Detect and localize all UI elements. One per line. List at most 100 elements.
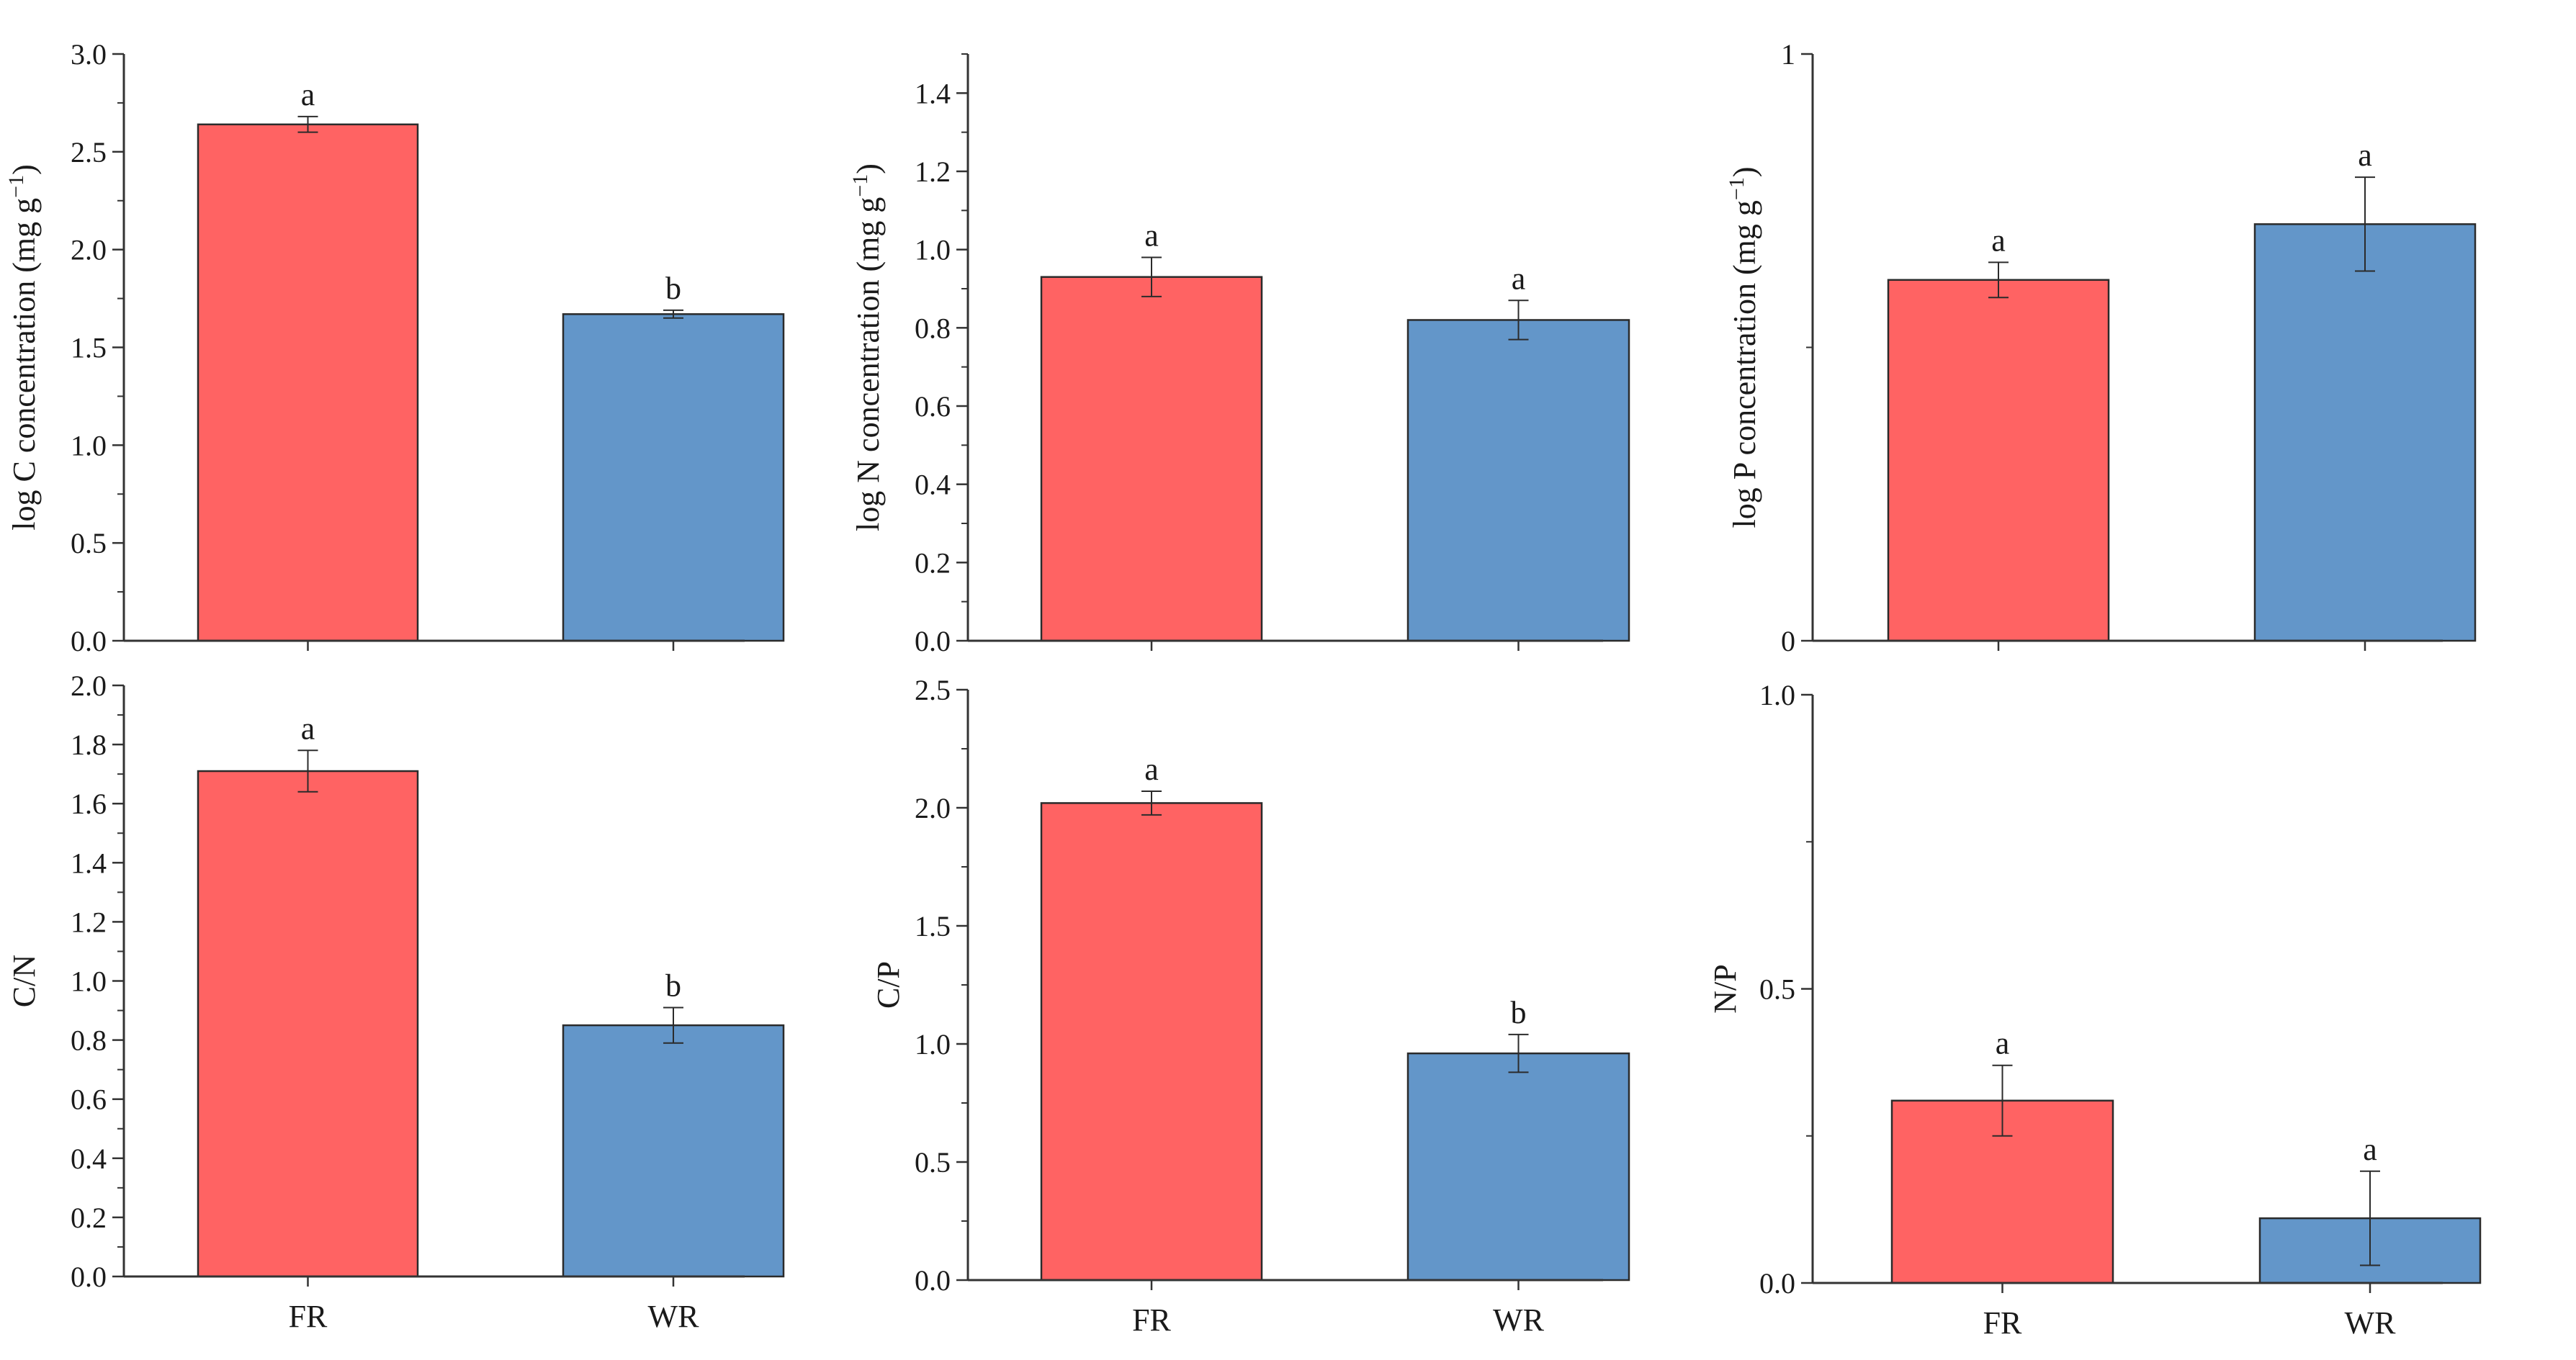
y-tick-label: 2.0 — [71, 234, 107, 266]
error-bar-fr — [1992, 1064, 2013, 1137]
y-axis-title-main: log C concentration (mg g — [6, 198, 42, 531]
y-tick-label: 2.5 — [915, 674, 951, 706]
y-tick-label: 1.4 — [71, 847, 107, 879]
y-tick-label: 0.2 — [71, 1202, 107, 1234]
y-tick-label: 0.6 — [915, 390, 951, 423]
chart-panel-4: a FR b WR 0.0 0.2 0.4 0.6 0.8 1.0 1.2 1.4 1.6 1.8 2.0 C… — [6, 670, 785, 1334]
y-axis-title-end: ) — [851, 163, 886, 174]
y-axis-title-end: ) — [1727, 167, 1762, 178]
y-tick-label: 0.0 — [1759, 1267, 1795, 1300]
y-axis-title-superscript: −1 — [1725, 177, 1749, 200]
y-tick-label: 3.0 — [71, 38, 107, 71]
y-axis-title: N/P — [1707, 964, 1743, 1013]
y-tick-label: 0.0 — [71, 1261, 107, 1293]
error-bar-fr — [1988, 261, 2009, 299]
y-axis-title: log C concentration (mg g−1) — [4, 164, 42, 530]
x-tick-label-wr: WR — [648, 1299, 700, 1334]
y-tick-label: 2.0 — [915, 792, 951, 824]
y-tick-label: 1.4 — [915, 77, 951, 109]
error-bar-wr — [1508, 1033, 1529, 1073]
chart-panel-3: a a 0 1 log P concentration (mg g−1) — [1725, 38, 2477, 657]
y-axis-title-main: C/N — [6, 955, 42, 1007]
y-axis-title: log P concentration (mg g−1) — [1725, 167, 1762, 528]
chart-panel-5: a FR b WR 0.0 0.5 1.0 1.5 2.0 2.5 C/P — [871, 674, 1630, 1338]
error-bar-fr — [1141, 256, 1162, 297]
error-bar-wr — [2360, 1170, 2380, 1266]
significance-letter-wr: b — [1511, 995, 1527, 1030]
error-bar-wr — [663, 1007, 683, 1044]
chart-panel-6: a FR a WR 0.0 0.5 1.0 N/P — [1707, 679, 2482, 1341]
y-tick-label: 0.5 — [1759, 973, 1795, 1006]
bar-wr — [562, 1024, 785, 1278]
y-tick-label: 1.2 — [915, 156, 951, 188]
y-axis-title-main: log N concentration (mg g — [851, 197, 886, 531]
y-tick-label: 0.5 — [915, 1146, 951, 1179]
significance-letter-wr: a — [2363, 1132, 2377, 1167]
significance-letter-wr: b — [665, 968, 681, 1003]
y-tick-label: 1.5 — [915, 910, 951, 942]
y-tick-label: 1.0 — [915, 234, 951, 266]
y-tick-label: 2.5 — [71, 136, 107, 168]
significance-letter-wr: b — [665, 271, 681, 306]
x-tick-label-fr: FR — [1983, 1305, 2022, 1341]
x-tick-label-wr: WR — [2345, 1305, 2397, 1341]
y-tick-label: 1 — [1781, 38, 1795, 71]
y-axis-title-superscript: −1 — [4, 175, 28, 198]
chart-panel-2: a a 0.0 0.2 0.4 0.6 0.8 1.0 1.2 1.4 log N concentr… — [848, 53, 1630, 657]
significance-letter-fr: a — [301, 711, 315, 746]
y-tick-label: 1.2 — [71, 906, 107, 938]
significance-letter-fr: a — [1144, 218, 1159, 253]
y-tick-label: 0.0 — [71, 625, 107, 657]
bar-wr — [562, 313, 785, 642]
bar-wr — [1406, 1052, 1630, 1282]
y-axis-title: log N concentration (mg g−1) — [848, 163, 886, 531]
y-tick-label: 0.6 — [71, 1084, 107, 1116]
y-tick-label: 2.0 — [71, 670, 107, 702]
y-axis-title-superscript: −1 — [848, 174, 872, 197]
error-bar-wr — [663, 309, 683, 319]
y-tick-label: 1.0 — [1759, 679, 1795, 711]
x-tick-label-wr: WR — [1493, 1302, 1545, 1338]
x-tick-label-fr: FR — [289, 1299, 328, 1334]
y-tick-label: 1.0 — [915, 1028, 951, 1060]
y-tick-label: 0.2 — [915, 546, 951, 579]
y-tick-label: 1.8 — [71, 729, 107, 761]
bar-fr — [1040, 276, 1263, 642]
y-tick-label: 0.0 — [915, 1264, 951, 1297]
y-tick-label: 0.4 — [915, 469, 951, 501]
y-tick-label: 0.8 — [915, 312, 951, 344]
y-tick-label: 1.5 — [71, 332, 107, 364]
y-tick-label: 0.4 — [71, 1143, 107, 1175]
y-axis-title-main: C/P — [871, 961, 906, 1009]
bar-fr — [1887, 279, 2110, 642]
y-tick-label: 0.0 — [915, 625, 951, 657]
y-axis-title-main: N/P — [1707, 964, 1743, 1013]
error-bar-fr — [297, 749, 318, 793]
significance-letter-fr: a — [1144, 752, 1159, 787]
y-axis-title: C/N — [6, 955, 42, 1007]
significance-letter-fr: a — [1996, 1026, 2010, 1061]
error-bar-fr — [1141, 791, 1162, 816]
significance-letter-wr: a — [2358, 138, 2372, 173]
significance-letter-fr: a — [301, 77, 315, 112]
error-bar-wr — [2355, 176, 2375, 272]
y-axis-title-main: log P concentration (mg g — [1727, 200, 1762, 528]
y-tick-label: 0.5 — [71, 527, 107, 559]
error-bar-wr — [1508, 300, 1529, 341]
y-tick-label: 1.0 — [71, 429, 107, 461]
bar-wr — [2253, 223, 2477, 642]
bar-fr — [1040, 802, 1263, 1282]
significance-letter-wr: a — [1512, 261, 1526, 296]
y-axis-title-end: ) — [6, 164, 42, 175]
y-axis-title: C/P — [871, 961, 906, 1009]
error-bar-fr — [297, 115, 318, 133]
bar-fr — [197, 123, 419, 642]
significance-letter-fr: a — [1991, 222, 2006, 258]
y-tick-label: 1.6 — [71, 788, 107, 820]
y-tick-label: 0 — [1781, 625, 1795, 657]
x-tick-label-fr: FR — [1132, 1302, 1171, 1338]
bar-wr — [1406, 319, 1630, 642]
y-tick-label: 0.8 — [71, 1024, 107, 1057]
chart-panel-1: a b 0.0 0.5 1.0 1.5 2.0 2.5 3.0 log C concentrati… — [4, 38, 785, 657]
